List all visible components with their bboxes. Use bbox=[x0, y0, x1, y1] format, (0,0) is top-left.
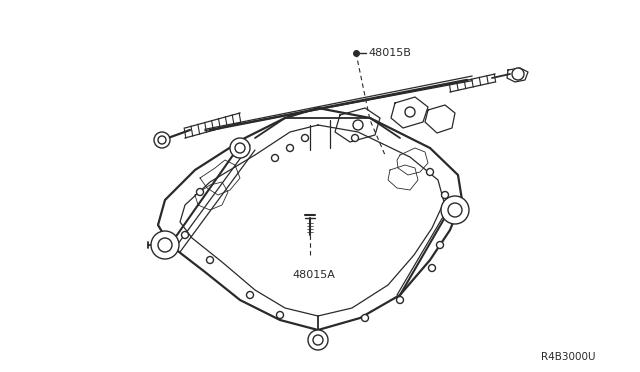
Circle shape bbox=[448, 203, 462, 217]
Circle shape bbox=[313, 335, 323, 345]
Circle shape bbox=[442, 192, 449, 199]
Circle shape bbox=[301, 135, 308, 141]
Circle shape bbox=[351, 135, 358, 141]
Circle shape bbox=[512, 68, 524, 80]
Circle shape bbox=[151, 231, 179, 259]
Circle shape bbox=[405, 107, 415, 117]
Circle shape bbox=[441, 196, 469, 224]
Circle shape bbox=[207, 257, 214, 263]
Circle shape bbox=[196, 189, 204, 196]
Circle shape bbox=[246, 292, 253, 298]
Circle shape bbox=[158, 238, 172, 252]
Circle shape bbox=[436, 241, 444, 248]
Text: 48015B: 48015B bbox=[368, 48, 411, 58]
Circle shape bbox=[158, 136, 166, 144]
Circle shape bbox=[182, 231, 189, 238]
Circle shape bbox=[353, 120, 363, 130]
Circle shape bbox=[154, 132, 170, 148]
Circle shape bbox=[397, 296, 403, 304]
Circle shape bbox=[235, 143, 245, 153]
Text: 48015A: 48015A bbox=[292, 270, 335, 280]
Circle shape bbox=[362, 314, 369, 321]
Circle shape bbox=[287, 144, 294, 151]
Circle shape bbox=[308, 330, 328, 350]
Text: R4B3000U: R4B3000U bbox=[541, 352, 595, 362]
Circle shape bbox=[426, 169, 433, 176]
Circle shape bbox=[271, 154, 278, 161]
Circle shape bbox=[276, 311, 284, 318]
Circle shape bbox=[429, 264, 435, 272]
Circle shape bbox=[230, 138, 250, 158]
